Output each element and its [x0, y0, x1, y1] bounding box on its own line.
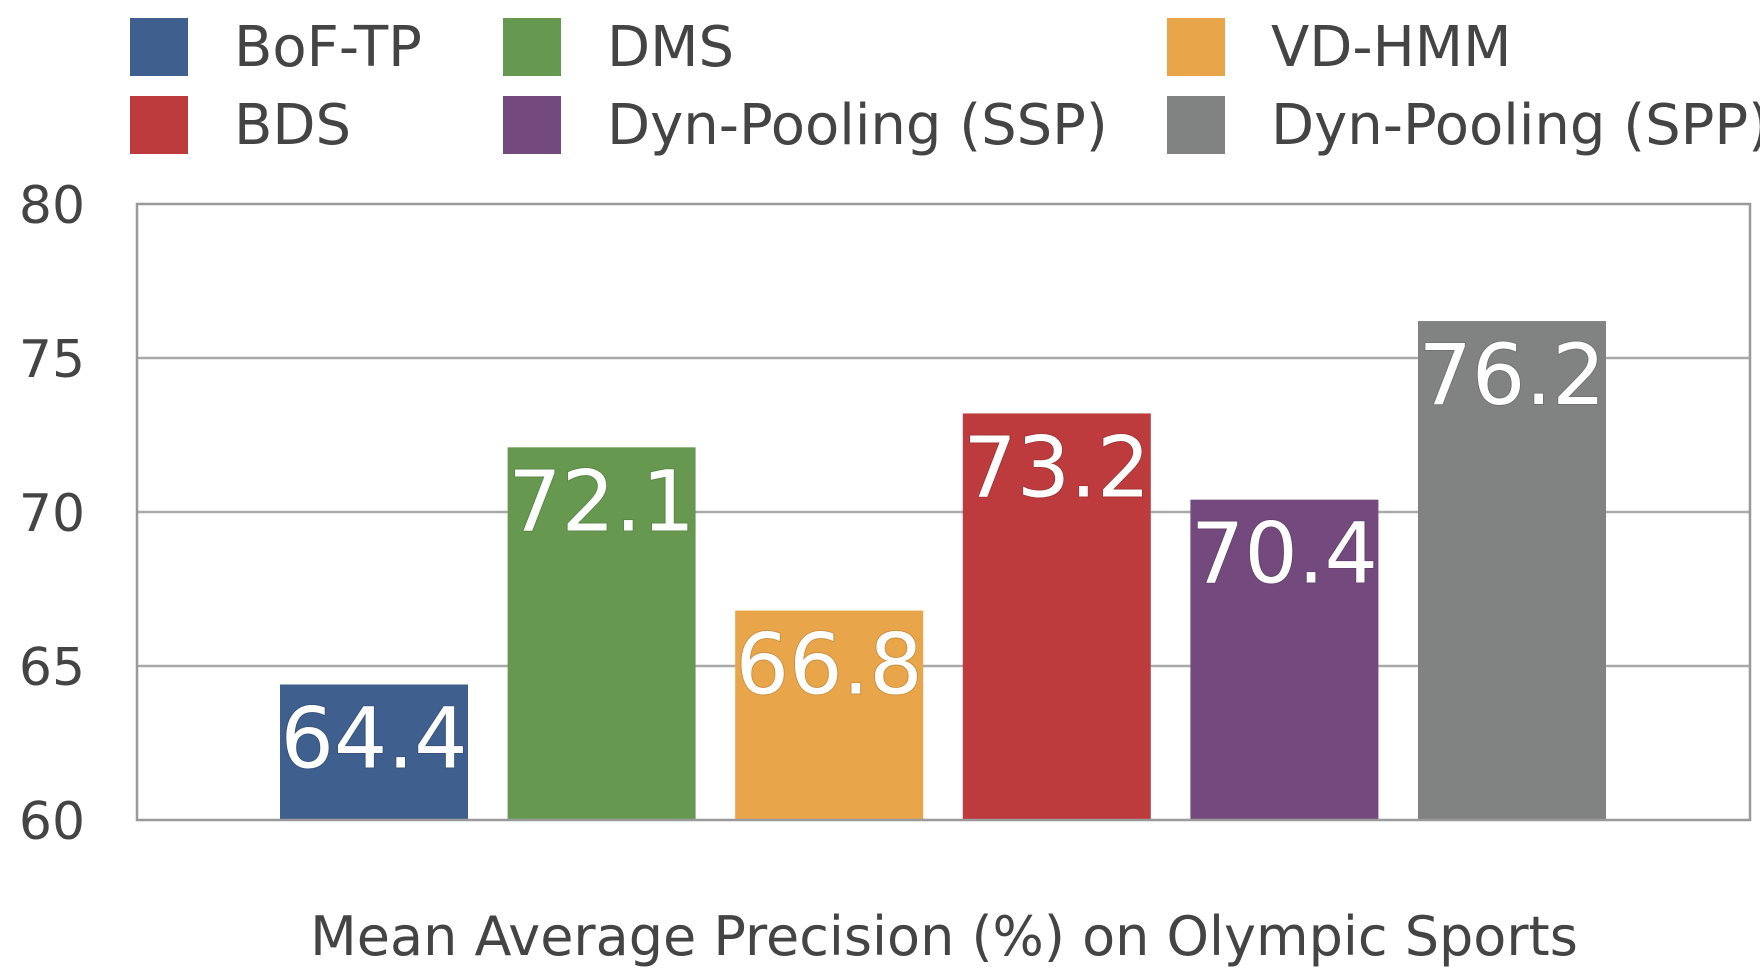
legend-label-bds: BDS: [234, 93, 351, 158]
data-label-bds: 73.2: [963, 418, 1150, 516]
data-label-dyn-pooling-ssp: 70.4: [1191, 505, 1378, 603]
bar-bof-tp: [280, 684, 468, 820]
legend-swatch-vd-hmm: [1167, 18, 1225, 76]
plot-frame: [135, 202, 1752, 822]
y-tick-label: 80: [19, 176, 85, 236]
legend: BoF-TP DMS VD-HMM BDS Dyn-Pooling (SSP) Dyn-P…: [130, 15, 1760, 158]
data-label-vd-hmm: 66.8: [736, 616, 923, 714]
y-tick-label: 75: [19, 330, 85, 390]
legend-label-dyn-pooling-ssp: Dyn-Pooling (SSP): [607, 93, 1108, 158]
y-tick-label: 60: [19, 792, 85, 852]
legend-label-dyn-pooling-spp: Dyn-Pooling (SPP): [1271, 93, 1760, 158]
bars: [280, 321, 1606, 820]
legend-label-vd-hmm: VD-HMM: [1271, 15, 1511, 80]
data-label-dms: 72.1: [508, 452, 695, 550]
y-tick-label: 65: [19, 638, 85, 698]
y-axis-ticks: 60 65 70 75 80: [19, 176, 85, 852]
legend-swatch-bds: [130, 96, 188, 154]
x-axis-label: Mean Average Precision (%) on Olympic Sp…: [310, 905, 1578, 968]
bar-bds: [962, 413, 1151, 820]
bar-dms: [507, 447, 696, 820]
data-labels: 64.4 72.1 66.8 73.2 70.4 76.2: [279, 325, 1606, 788]
legend-swatch-dyn-pooling-spp: [1167, 96, 1225, 154]
bar-vd-hmm: [735, 610, 924, 820]
legend-swatch-dms: [503, 18, 561, 76]
data-label-dyn-pooling-spp: 76.2: [1418, 326, 1605, 424]
legend-label-dms: DMS: [607, 15, 734, 80]
legend-swatch-bof-tp: [130, 18, 188, 76]
legend-swatch-dyn-pooling-ssp: [503, 96, 561, 154]
y-tick-label: 70: [19, 484, 85, 544]
data-label-bof-tp: 64.4: [280, 689, 467, 787]
legend-label-bof-tp: BoF-TP: [234, 15, 422, 80]
bar-dyn-pooling-ssp: [1190, 499, 1379, 820]
bar-dyn-pooling-spp: [1418, 321, 1606, 820]
